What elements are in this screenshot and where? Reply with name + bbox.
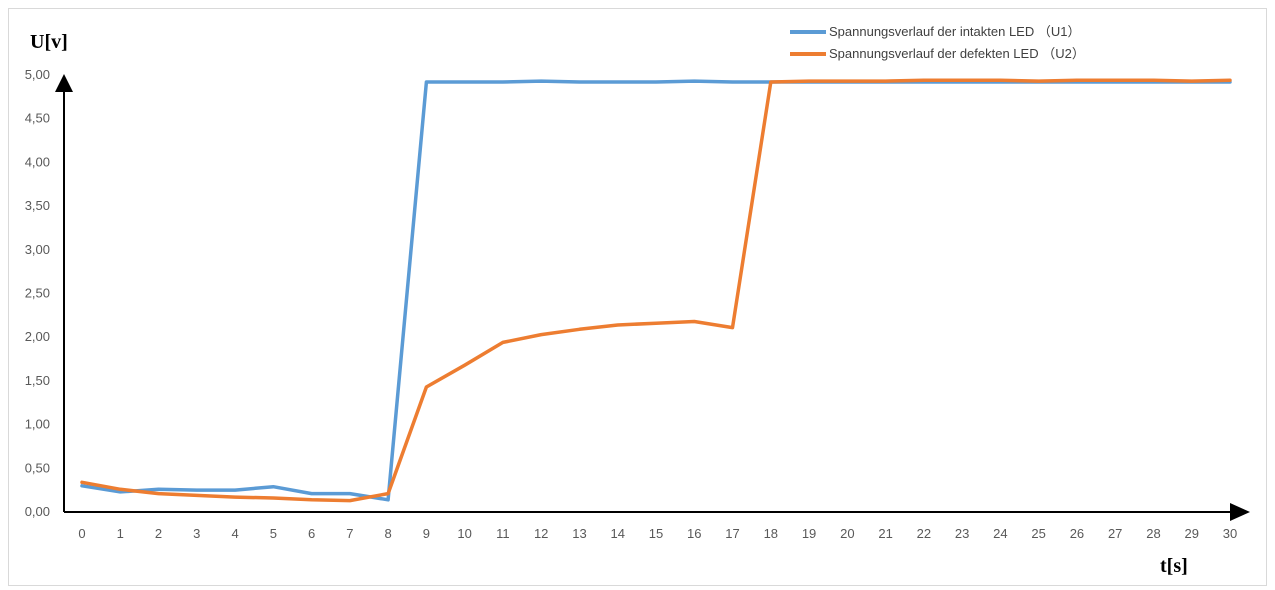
x-tick-label: 12 [534, 526, 548, 541]
x-tick-label: 0 [78, 526, 85, 541]
x-tick-label: 8 [385, 526, 392, 541]
x-tick-label: 21 [878, 526, 892, 541]
y-tick-label: 3,00 [25, 242, 50, 257]
y-tick-label: 2,00 [25, 329, 50, 344]
x-tick-label: 29 [1184, 526, 1198, 541]
x-tick-label: 11 [496, 526, 510, 541]
x-tick-label: 18 [764, 526, 778, 541]
y-tick-label: 1,00 [25, 417, 50, 432]
x-tick-label: 17 [725, 526, 739, 541]
x-axis-title: t[s] [1160, 555, 1188, 577]
x-tick-label: 5 [270, 526, 277, 541]
y-tick-label: 0,50 [25, 460, 50, 475]
x-tick-label: 2 [155, 526, 162, 541]
y-tick-label: 4,50 [25, 111, 50, 126]
x-tick-label: 9 [423, 526, 430, 541]
y-tick-label: 4,00 [25, 154, 50, 169]
x-tick-label: 24 [993, 526, 1007, 541]
legend-label-u1: Spannungsverlauf der intakten LED （U1） [829, 24, 1080, 39]
x-tick-label: 13 [572, 526, 586, 541]
series-line-u1 [80, 79, 1232, 502]
x-tick-label: 27 [1108, 526, 1122, 541]
x-tick-label: 25 [1031, 526, 1045, 541]
x-tick-label: 4 [231, 526, 238, 541]
series-line-u2 [80, 78, 1232, 503]
y-axis-arrow [55, 74, 73, 92]
x-axis-arrow [1230, 503, 1250, 521]
x-tick-label: 20 [840, 526, 854, 541]
y-tick-label: 3,50 [25, 198, 50, 213]
y-tick-label: 0,00 [25, 504, 50, 519]
x-tick-label: 19 [802, 526, 816, 541]
x-tick-label: 15 [649, 526, 663, 541]
legend-label-u2: Spannungsverlauf der defekten LED （U2） [829, 46, 1085, 61]
x-tick-label: 1 [117, 526, 124, 541]
x-tick-label: 28 [1146, 526, 1160, 541]
y-tick-label: 1,50 [25, 373, 50, 388]
x-tick-label: 23 [955, 526, 969, 541]
x-tick-label: 3 [193, 526, 200, 541]
x-tick-label: 6 [308, 526, 315, 541]
y-tick-label: 2,50 [25, 286, 50, 301]
x-tick-label: 7 [346, 526, 353, 541]
x-tick-label: 22 [917, 526, 931, 541]
y-tick-label: 5,00 [25, 67, 50, 82]
x-tick-label: 14 [610, 526, 624, 541]
x-tick-label: 26 [1070, 526, 1084, 541]
x-tick-label: 10 [457, 526, 471, 541]
x-tick-label: 30 [1223, 526, 1237, 541]
y-axis-title: U[v] [30, 31, 68, 53]
x-tick-label: 16 [687, 526, 701, 541]
